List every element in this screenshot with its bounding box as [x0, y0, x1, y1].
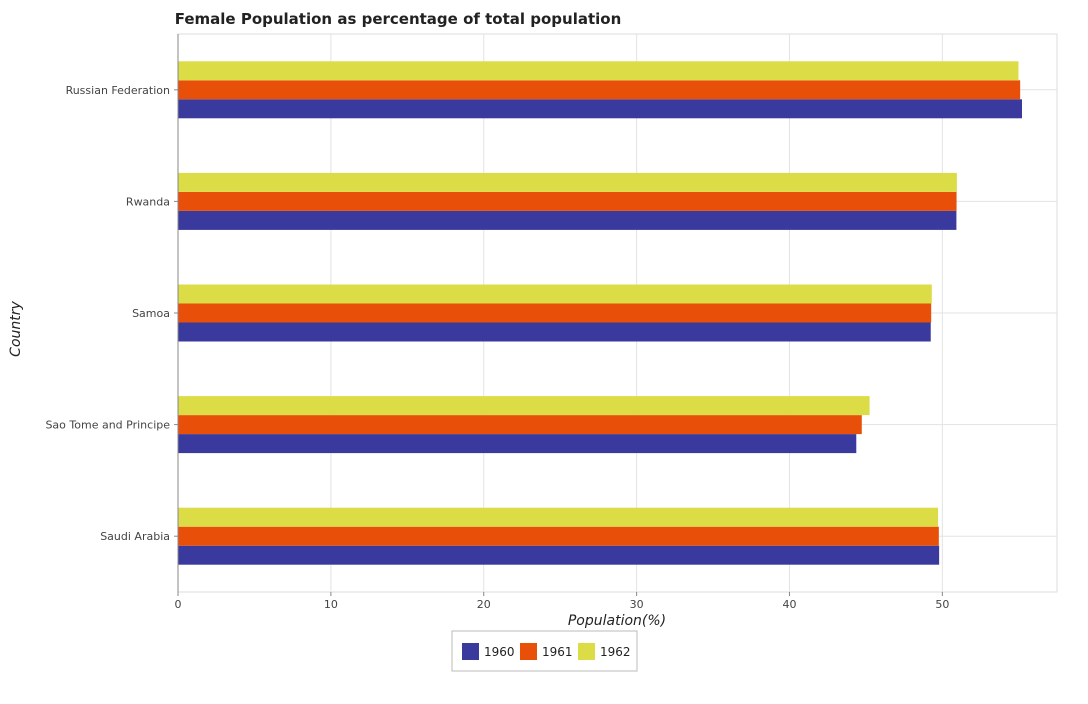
y-axis-label: Country [8, 300, 24, 356]
y-tick-label: Saudi Arabia [100, 530, 170, 543]
x-tick-label: 20 [477, 598, 491, 611]
legend-swatch [462, 643, 479, 660]
x-tick-label: 10 [324, 598, 338, 611]
chart-title: Female Population as percentage of total… [175, 10, 622, 28]
x-tick-label: 0 [175, 598, 182, 611]
bar [178, 526, 939, 546]
bar [178, 507, 939, 527]
bar [178, 80, 1021, 100]
bar [178, 396, 870, 416]
bar [178, 99, 1022, 119]
x-tick-label: 30 [630, 598, 644, 611]
bar [178, 322, 931, 342]
y-tick-label: Russian Federation [66, 84, 170, 97]
bar [178, 61, 1019, 81]
axis-layer: 0 10 20 30 40 50 Russian Federation Rwanda Samoa… [45, 34, 949, 611]
x-tick-label: 40 [782, 598, 796, 611]
bar [178, 415, 862, 435]
legend-box [451, 630, 638, 672]
x-axis-label: Population(%) [568, 613, 666, 629]
y-tick-label: Samoa [132, 307, 170, 320]
legend-swatch [578, 643, 595, 660]
legend-label: 1962 [600, 645, 631, 659]
bar [178, 434, 857, 454]
legend-swatch [520, 643, 537, 660]
legend-label: 1960 [484, 645, 515, 659]
x-tick-label: 50 [935, 598, 949, 611]
y-tick-label: Sao Tome and Principe [45, 419, 170, 432]
legend-label: 1961 [542, 645, 573, 659]
bar [178, 191, 957, 211]
legend: 1960 1961 1962 [451, 630, 638, 672]
bar [178, 172, 957, 192]
bar [178, 210, 957, 230]
bars-layer [178, 61, 1022, 565]
y-tick-label: Rwanda [126, 195, 170, 208]
bar [178, 303, 932, 323]
bar [178, 284, 932, 304]
bar [178, 545, 940, 565]
